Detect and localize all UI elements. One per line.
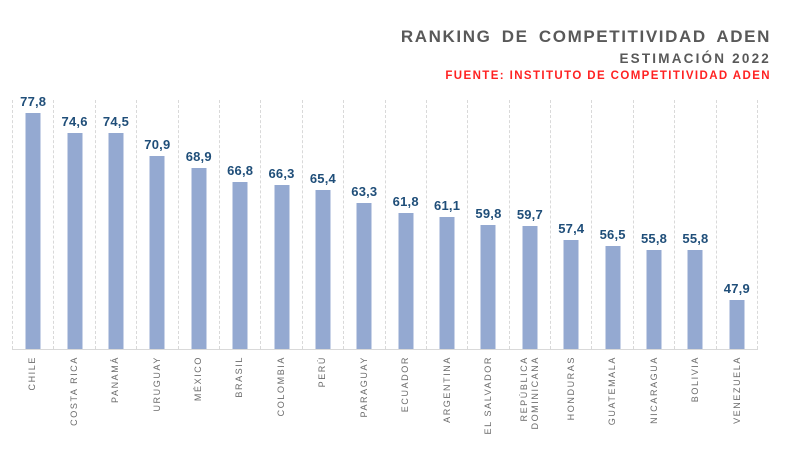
bar bbox=[729, 299, 745, 349]
value-label: 66,3 bbox=[268, 165, 295, 181]
category-column: 70,9 bbox=[136, 100, 177, 349]
category-column: 59,7 bbox=[508, 100, 550, 349]
x-axis-label: HONDURAS bbox=[551, 351, 592, 473]
x-axis-label: MÉXICO bbox=[178, 351, 219, 473]
x-axis-label-text: ARGENTINA bbox=[441, 356, 452, 423]
category-column: 65,4 bbox=[301, 100, 343, 349]
x-axis-label: ARGENTINA bbox=[426, 351, 467, 473]
bar bbox=[67, 132, 83, 349]
bar bbox=[480, 225, 496, 349]
x-axis-label-text: HONDURAS bbox=[565, 356, 576, 421]
value-label: 74,6 bbox=[61, 113, 88, 129]
x-axis-label-text: COSTA RICA bbox=[68, 356, 79, 426]
bar bbox=[646, 250, 662, 349]
x-axis-label-text: VENEZUELA bbox=[731, 356, 742, 424]
x-axis-label-text: NICARAGUA bbox=[648, 356, 659, 424]
x-axis-label-text: PARAGUAY bbox=[358, 356, 369, 418]
value-label: 74,5 bbox=[102, 114, 130, 130]
x-axis-label-text: COLOMBIA bbox=[275, 356, 286, 417]
x-axis-label: BOLIVIA bbox=[675, 351, 716, 473]
bar bbox=[25, 112, 41, 349]
x-axis-label: PANAMÁ bbox=[95, 351, 136, 473]
bar bbox=[398, 212, 414, 349]
value-label: 55,8 bbox=[640, 231, 668, 247]
value-label: 59,8 bbox=[475, 206, 502, 222]
value-label: 61,8 bbox=[392, 193, 419, 209]
value-label: 55,8 bbox=[682, 231, 709, 247]
chart-title: RANKING DE COMPETITIVIDAD ADEN bbox=[400, 27, 771, 46]
bar bbox=[108, 133, 124, 349]
value-label: 61,1 bbox=[434, 198, 461, 214]
x-axis-label: REPÚBLICA DOMINICANA bbox=[509, 351, 550, 473]
bar bbox=[315, 190, 331, 349]
bar bbox=[522, 225, 538, 349]
x-axis-label: URUGUAY bbox=[136, 351, 177, 473]
value-label: 57,4 bbox=[558, 221, 585, 237]
value-label: 66,8 bbox=[227, 162, 254, 178]
category-column: 74,5 bbox=[94, 100, 136, 349]
x-axis-label: PERÚ bbox=[302, 351, 343, 473]
chart-source: FUENTE: INSTITUTO DE COMPETITIVIDAD ADEN bbox=[445, 70, 771, 82]
value-label: 63,3 bbox=[351, 184, 378, 200]
value-label: 70,9 bbox=[144, 136, 171, 152]
category-column: 55,8 bbox=[632, 100, 674, 349]
value-label: 68,9 bbox=[185, 149, 212, 165]
category-column: 59,8 bbox=[467, 100, 508, 349]
bar bbox=[274, 184, 290, 349]
category-column: 77,8 bbox=[12, 94, 53, 349]
value-label: 65,4 bbox=[309, 171, 336, 187]
x-axis-label-text: BRASIL bbox=[234, 356, 245, 398]
value-label: 59,7 bbox=[516, 206, 543, 222]
x-axis-label-text: CHILE bbox=[27, 356, 38, 391]
category-column: 47,9 bbox=[715, 100, 759, 349]
chart-subtitle: ESTIMACIÓN 2022 bbox=[619, 51, 771, 66]
category-column: 68,9 bbox=[177, 100, 219, 349]
x-axis-label-text: GUATEMALA bbox=[607, 356, 618, 426]
bar bbox=[356, 203, 372, 349]
category-column: 66,8 bbox=[218, 100, 260, 349]
plot-area: 77,8 74,6 74,5 70,9 68,9 66,8 66,3 65,4 63,3 61,8… bbox=[12, 94, 759, 350]
x-axis-label-text: PERÚ bbox=[317, 356, 328, 388]
category-column: 61,8 bbox=[384, 100, 426, 349]
x-axis-label: GUATEMALA bbox=[592, 351, 633, 473]
x-axis-label: CHILE bbox=[12, 351, 53, 473]
value-label: 47,9 bbox=[723, 280, 750, 296]
value-label: 77,8 bbox=[20, 93, 47, 109]
category-column: 74,6 bbox=[53, 100, 94, 349]
x-axis-label: PARAGUAY bbox=[344, 351, 385, 473]
category-column: 57,4 bbox=[550, 100, 591, 349]
category-column: 61,1 bbox=[425, 100, 467, 349]
x-axis-labels: CHILE COSTA RICA PANAMÁ URUGUAY MÉXICO BRASIL… bbox=[12, 351, 758, 473]
x-axis-label: ECUADOR bbox=[385, 351, 426, 473]
bar bbox=[687, 250, 703, 349]
category-column: 55,8 bbox=[674, 100, 715, 349]
bar bbox=[232, 181, 248, 349]
x-axis-label: NICARAGUA bbox=[634, 351, 675, 473]
x-axis-label: VENEZUELA bbox=[716, 351, 757, 473]
x-axis-label-text: MÉXICO bbox=[192, 356, 203, 402]
x-axis-label-text: ECUADOR bbox=[400, 356, 411, 413]
x-axis-label: COSTA RICA bbox=[53, 351, 94, 473]
bar bbox=[563, 240, 579, 349]
category-column: 63,3 bbox=[343, 100, 384, 349]
bar bbox=[191, 168, 207, 349]
x-axis-label: EL SALVADOR bbox=[468, 351, 509, 473]
x-axis-label-text: EL SALVADOR bbox=[483, 356, 494, 435]
x-axis-label: BRASIL bbox=[219, 351, 260, 473]
x-axis-label: COLOMBIA bbox=[261, 351, 302, 473]
value-label: 56,5 bbox=[599, 226, 626, 242]
x-axis-label-text: REPÚBLICA DOMINICANA bbox=[518, 356, 540, 430]
bar bbox=[605, 245, 621, 349]
category-column: 66,3 bbox=[260, 100, 301, 349]
category-column: 56,5 bbox=[591, 100, 632, 349]
x-axis-label-text: URUGUAY bbox=[151, 356, 162, 412]
x-axis-label-text: BOLIVIA bbox=[690, 356, 701, 403]
bar bbox=[439, 217, 455, 349]
x-axis-label-text: PANAMÁ bbox=[110, 356, 121, 403]
bar bbox=[149, 155, 165, 349]
chart-header: RANKING DE COMPETITIVIDAD ADEN ESTIMACIÓ… bbox=[401, 27, 771, 82]
